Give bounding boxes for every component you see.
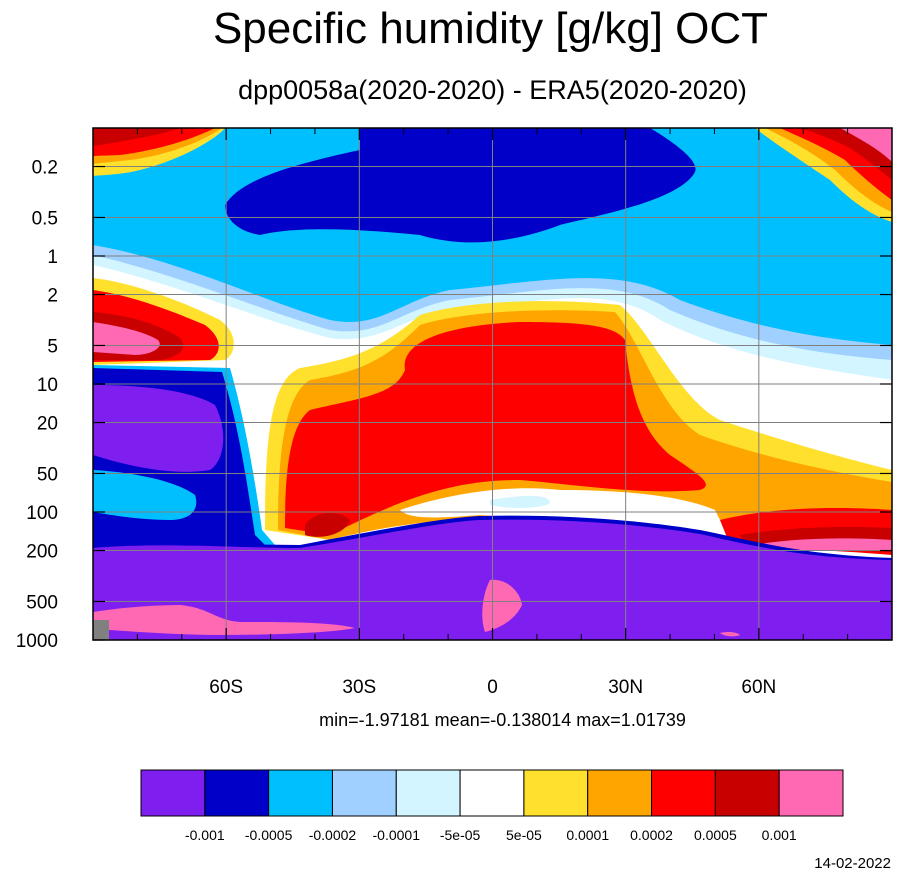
colorbar-swatch (587, 769, 653, 817)
y-tick-label: 50 (37, 464, 58, 485)
region-tl-darkred (93, 128, 180, 146)
y-tick-label: 0.5 (32, 208, 58, 229)
colorbar-level-label: 0.001 (762, 827, 797, 843)
colorbar-level-label: -5e-05 (440, 827, 481, 843)
colorbar-swatch (523, 769, 589, 817)
region-30s-darkred (305, 513, 350, 537)
colorbar-swatch (778, 769, 844, 817)
region-left-purple-upper (93, 385, 224, 472)
stats-line: min=-1.97181 mean=-0.138014 max=1.01739 (319, 710, 686, 730)
y-tick-label: 500 (26, 592, 58, 613)
colorbar-level-label: -0.0002 (309, 827, 357, 843)
colorbar-swatch (331, 769, 397, 817)
grid-lines (93, 128, 892, 641)
colorbar-swatch (204, 769, 270, 817)
chart-title: Specific humidity [g/kg] OCT (212, 4, 769, 53)
region-bottom-pink-right (720, 631, 740, 637)
y-tick-label: 20 (37, 414, 58, 435)
y-tick-label: 100 (26, 503, 58, 524)
colorbar-swatch (459, 769, 525, 817)
x-axis: 60S 30S 0 30N 60N (136, 128, 849, 698)
region-dark-blue-upper (225, 128, 696, 243)
missing-data-patch (93, 620, 109, 640)
colorbar-swatch (268, 769, 333, 817)
y-tick-label: 5 (47, 336, 58, 357)
colorbar-swatch (651, 769, 716, 817)
region-center-paleblue (490, 495, 550, 508)
region-tr-pink (840, 128, 892, 162)
colorbar-level-label: -0.0005 (245, 827, 293, 843)
colorbar: -0.001 -0.0005 -0.0002 -0.0001 -5e-05 5e-05 0.… (140, 769, 844, 843)
y-tick-label: 1 (47, 247, 58, 268)
y-axis: 0.2 0.5 1 2 5 10 20 50 100 200 500 1000 (16, 158, 892, 652)
y-tick-label: 1000 (16, 631, 58, 652)
colorbar-level-label: -0.0001 (373, 827, 421, 843)
x-tick-label: 0 (487, 677, 498, 698)
colorbar-level-label: 0.0001 (566, 827, 609, 843)
colorbar-swatch (395, 769, 461, 817)
y-tick-label: 0.2 (32, 158, 58, 179)
chart-subtitle: dpp0058a(2020-2020) - ERA5(2020-2020) (238, 75, 747, 105)
colorbar-swatch (140, 769, 206, 817)
region-center-red (285, 322, 706, 535)
y-tick-label: 2 (47, 286, 58, 307)
colorbar-level-label: 0.0005 (694, 827, 737, 843)
date-stamp: 14-02-2022 (814, 855, 891, 872)
colorbar-level-label: 0.0002 (630, 827, 673, 843)
colorbar-swatch (714, 769, 780, 817)
y-tick-label: 200 (26, 542, 58, 563)
x-tick-label: 60S (209, 677, 243, 698)
region-bottom-pink-left (93, 605, 355, 635)
x-tick-label: 30N (608, 677, 643, 698)
region-right-pink (755, 538, 892, 550)
region-left-cyan-lower (93, 470, 197, 520)
x-tick-label: 60N (741, 677, 776, 698)
colorbar-level-label: 5e-05 (506, 827, 542, 843)
colorbar-level-label: -0.001 (185, 827, 225, 843)
y-tick-label: 10 (37, 375, 58, 396)
region-left-pink (93, 322, 160, 355)
x-tick-label: 30S (342, 677, 376, 698)
